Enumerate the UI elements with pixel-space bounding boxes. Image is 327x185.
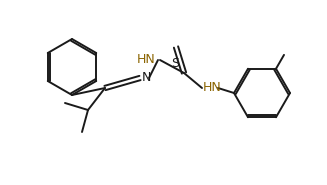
Text: N: N [142, 70, 151, 83]
Text: HN: HN [137, 53, 156, 65]
Text: HN: HN [203, 80, 222, 93]
Text: S: S [171, 57, 179, 70]
